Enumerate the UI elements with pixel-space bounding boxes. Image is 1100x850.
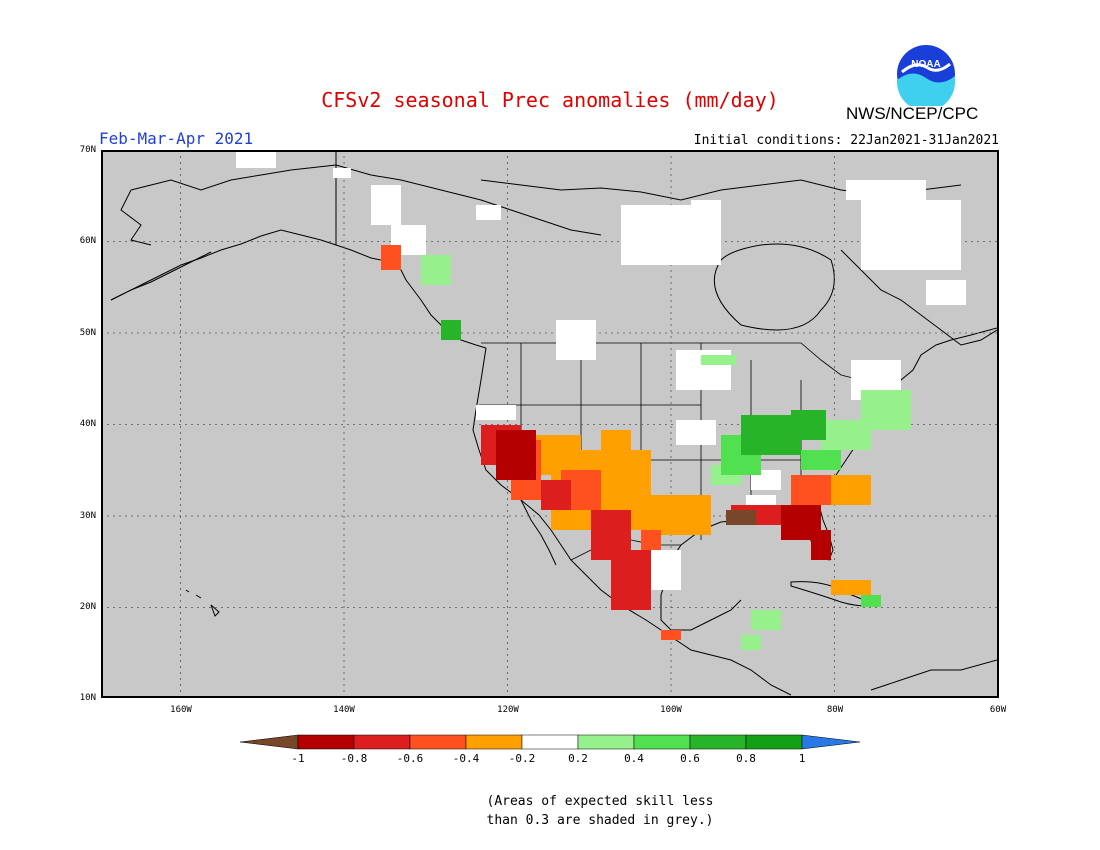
lon-label-80w: 80W (826, 705, 844, 715)
colorbar-tick-label: -0.4 (452, 752, 480, 765)
colorbar-tick-label: -0.8 (340, 752, 368, 765)
lat-label-30n: 30N (79, 511, 96, 521)
lon-label-160w: 160W (170, 705, 192, 715)
wet-light-areas (421, 255, 911, 650)
footnote-line-2: than 0.3 are shaded in grey.) (486, 813, 714, 828)
colorbar-swatch-3 (409, 734, 467, 750)
colorbar (239, 734, 861, 750)
lon-label-100w: 100W (660, 705, 682, 715)
dry-extreme-areas (496, 430, 831, 560)
lat-label-20n: 20N (79, 602, 96, 612)
colorbar-swatch-1 (297, 734, 355, 750)
colorbar-swatch-2 (353, 734, 411, 750)
lon-label-60w: 60W (989, 705, 1007, 715)
dry-max-areas (726, 510, 756, 525)
colorbar-tick-label: -0.2 (508, 752, 536, 765)
lat-label-50n: 50N (79, 328, 96, 338)
initial-conditions: Initial conditions: 22Jan2021-31Jan2021 (693, 133, 999, 148)
lon-label-120w: 120W (497, 705, 519, 715)
anomaly-map (103, 152, 997, 696)
colorbar-tick-label: 0.4 (624, 752, 644, 765)
forecast-period: Feb-Mar-Apr 2021 (99, 129, 254, 148)
footnote-line-1: (Areas of expected skill less (486, 794, 714, 809)
noaa-logo: NOAA (894, 42, 958, 111)
logo-text: NOAA (911, 59, 940, 70)
colorbar-swatch-8 (689, 734, 747, 750)
lat-label-60n: 60N (79, 236, 96, 246)
colorbar-tick-label: 0.6 (680, 752, 700, 765)
lat-label-10n: 10N (79, 693, 96, 703)
colorbar-swatch-9 (745, 734, 803, 750)
colorbar-swatch-7 (633, 734, 691, 750)
colorbar-swatch-max (801, 734, 861, 750)
wet-medium-areas (721, 435, 881, 607)
lon-label-140w: 140W (333, 705, 355, 715)
colorbar-tick-label: -0.6 (396, 752, 424, 765)
skill-footnote: (Areas of expected skill less than 0.3 a… (400, 792, 800, 830)
agency-label: NWS/NCEP/CPC (846, 104, 979, 123)
lat-label-40n: 40N (79, 419, 96, 429)
colorbar-tick-label: 0.8 (736, 752, 756, 765)
wet-strong-areas (441, 320, 826, 455)
chart-title: CFSv2 seasonal Prec anomalies (mm/day) (321, 88, 779, 112)
colorbar-tick-label: 1 (798, 752, 806, 765)
colorbar-tick-label: -1 (291, 752, 305, 765)
colorbar-swatch-5 (521, 734, 579, 750)
lat-label-70n: 70N (79, 145, 96, 155)
colorbar-swatch-6 (577, 734, 635, 750)
colorbar-tick-label: 0.2 (568, 752, 588, 765)
colorbar-swatch-4 (465, 734, 523, 750)
colorbar-swatch-min (239, 734, 299, 750)
